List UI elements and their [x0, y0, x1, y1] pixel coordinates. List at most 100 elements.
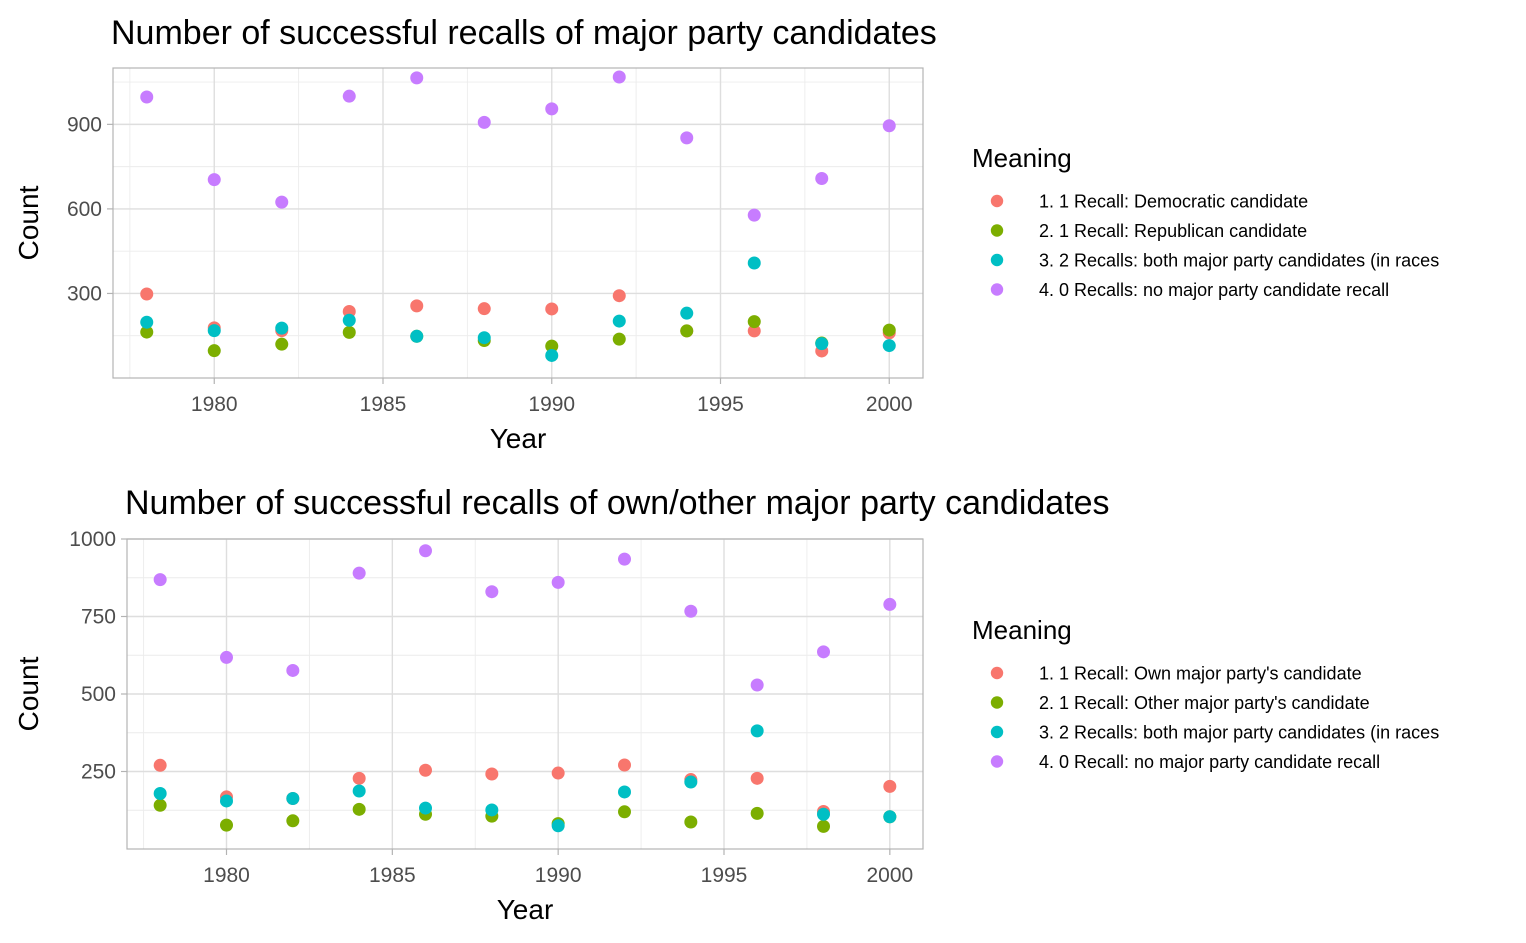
- data-point-series-3: [207, 324, 221, 338]
- data-point-series-3: [140, 315, 154, 329]
- data-point-series-4: [410, 71, 424, 85]
- legend-key-3: [990, 253, 1004, 267]
- x-tick-label: 2000: [866, 864, 913, 887]
- legend-key-2: [990, 696, 1004, 709]
- data-point-series-4: [882, 119, 896, 133]
- data-point-series-3: [352, 784, 366, 798]
- data-point-series-2: [275, 337, 289, 351]
- data-point-series-4: [545, 102, 559, 116]
- data-point-series-1: [153, 758, 167, 772]
- data-point-series-3: [410, 329, 424, 343]
- panel-border: [112, 67, 924, 379]
- data-point-series-2: [618, 805, 631, 819]
- gridlines: [127, 538, 923, 849]
- legend-label-3: 3. 2 Recalls: both major party candidate…: [1039, 723, 1439, 743]
- legend-key-1: [990, 194, 1004, 208]
- x-tick-label: 1995: [701, 864, 748, 887]
- data-point-series-3: [817, 807, 830, 821]
- data-point-series-3: [342, 313, 356, 327]
- legend-label-4: 4. 0 Recalls: no major party candidate r…: [1039, 280, 1389, 300]
- data-point-series-1: [545, 302, 559, 316]
- legend-label-1: 1. 1 Recall: Own major party's candidate: [1039, 664, 1362, 684]
- data-point-series-1: [883, 779, 897, 793]
- data-point-series-1: [140, 287, 154, 301]
- data-point-series-1: [618, 758, 631, 772]
- gridlines: [113, 68, 923, 378]
- data-point-series-2: [153, 798, 167, 812]
- data-point-series-3: [684, 775, 698, 789]
- data-point-series-1: [551, 766, 565, 780]
- data-point-series-4: [140, 90, 154, 104]
- legend-title: Meaning: [972, 143, 1072, 173]
- chart-1: Number of successful recalls of major pa…: [13, 14, 1439, 454]
- data-point-series-4: [220, 650, 233, 664]
- x-tick-label: 1980: [191, 393, 238, 416]
- data-point-series-3: [618, 785, 631, 799]
- data-point-series-2: [286, 814, 300, 828]
- data-point-series-4: [419, 544, 432, 558]
- legend-key-4: [990, 755, 1004, 768]
- data-point-series-4: [815, 171, 829, 185]
- data-point-series-3: [815, 337, 829, 351]
- data-point-series-2: [817, 819, 830, 833]
- data-point-series-1: [419, 763, 432, 777]
- y-tick-label: 1000: [69, 528, 116, 551]
- data-point-series-3: [882, 339, 896, 353]
- data-point-series-2: [545, 339, 559, 353]
- data-point-series-2: [882, 323, 896, 337]
- data-point-series-4: [883, 597, 897, 611]
- data-point-series-4: [747, 208, 761, 222]
- x-axis-title: Year: [490, 423, 547, 454]
- legend-key-4: [990, 283, 1004, 296]
- y-tick-label: 600: [67, 198, 102, 221]
- data-point-series-2: [680, 324, 694, 338]
- legend-label-2: 2. 1 Recall: Republican candidate: [1039, 221, 1307, 241]
- y-axis-title: Count: [13, 656, 44, 731]
- legend-title: Meaning: [972, 615, 1072, 645]
- data-points: [153, 544, 897, 833]
- data-point-series-3: [485, 803, 499, 817]
- data-point-series-3: [477, 331, 491, 345]
- data-point-series-4: [750, 678, 764, 692]
- data-point-series-3: [747, 256, 761, 270]
- data-point-series-2: [342, 325, 356, 339]
- legend-label-1: 1. 1 Recall: Democratic candidate: [1039, 192, 1308, 212]
- data-point-series-4: [286, 663, 300, 677]
- data-point-series-2: [352, 802, 366, 816]
- y-tick-label: 250: [81, 761, 116, 784]
- data-point-series-1: [410, 299, 424, 313]
- data-point-series-2: [747, 315, 761, 329]
- chart-title: Number of successful recalls of own/othe…: [125, 484, 1110, 522]
- data-point-series-3: [545, 348, 559, 362]
- legend-key-1: [990, 666, 1004, 680]
- data-point-series-1: [477, 302, 491, 316]
- data-point-series-4: [551, 575, 565, 589]
- x-axis-title: Year: [497, 894, 554, 925]
- data-point-series-2: [750, 806, 764, 820]
- chart-2: Number of successful recalls of own/othe…: [13, 484, 1439, 925]
- data-points: [140, 70, 896, 362]
- data-point-series-1: [750, 771, 764, 785]
- data-point-series-4: [477, 115, 491, 129]
- data-point-series-3: [883, 810, 897, 824]
- data-point-series-3: [551, 819, 565, 833]
- data-point-series-4: [684, 604, 698, 618]
- data-point-series-4: [680, 131, 694, 145]
- data-point-series-1: [485, 767, 499, 781]
- x-tick-label: 1980: [203, 864, 250, 887]
- x-tick-label: 2000: [866, 393, 913, 416]
- x-tick-label: 1995: [697, 393, 744, 416]
- data-point-series-2: [140, 325, 154, 339]
- data-point-series-4: [342, 89, 356, 103]
- data-point-series-4: [485, 585, 499, 599]
- data-point-series-3: [612, 314, 626, 328]
- data-point-series-2: [612, 332, 626, 346]
- y-tick-label: 750: [81, 606, 116, 629]
- y-tick-label: 300: [67, 282, 102, 305]
- data-point-series-4: [153, 573, 167, 587]
- legend-key-2: [990, 224, 1004, 237]
- data-point-series-4: [618, 552, 631, 566]
- x-tick-label: 1990: [528, 393, 575, 416]
- data-point-series-1: [352, 771, 366, 785]
